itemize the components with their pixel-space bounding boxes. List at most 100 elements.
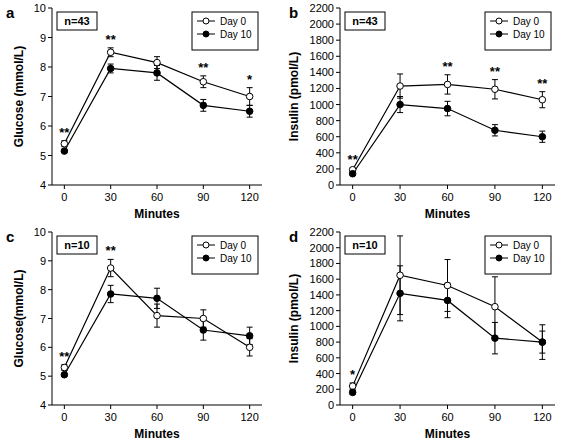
significance: ** (348, 152, 359, 167)
y-tick-label: 8 (40, 61, 46, 73)
data-point (200, 327, 207, 334)
n-box-frame (57, 12, 97, 30)
y-tick-label: 4 (40, 399, 46, 411)
error-cap (492, 276, 498, 277)
n-box: n=10 (57, 236, 97, 254)
y-tick (48, 126, 52, 127)
y-tick (336, 389, 340, 390)
y-tick-label: 6 (40, 120, 46, 132)
error-cap (445, 115, 451, 116)
legend-label: Day 10 (513, 253, 545, 264)
error-cap (108, 64, 114, 65)
data-point (397, 272, 404, 279)
error-cap (397, 73, 403, 74)
y-axis-label: Glucose(mmol/L) (12, 269, 26, 367)
error-bar (492, 322, 498, 353)
legend-label: Day 0 (513, 16, 540, 27)
y-tick-label: 1800 (310, 257, 334, 269)
panel: 456789100306090120MinutesGlucose(mmol/L)… (6, 226, 262, 441)
significance: ** (198, 60, 209, 75)
error-cap (397, 235, 403, 236)
panel-label: a (6, 4, 15, 21)
data-point (397, 83, 404, 90)
y-tick (48, 96, 52, 97)
error-cap (200, 309, 206, 310)
data-point (107, 65, 114, 72)
y-tick-label: 600 (316, 352, 334, 364)
error-cap (445, 94, 451, 95)
x-tick (203, 185, 204, 189)
n-box: n=43 (57, 12, 97, 30)
y-tick-label: 1800 (310, 34, 334, 46)
series-line (353, 84, 543, 169)
legend-label: Day 0 (513, 240, 540, 251)
error-cap (108, 276, 114, 277)
error-cap (539, 142, 545, 143)
data-point (444, 297, 451, 304)
data-point (349, 383, 356, 390)
x-tick-label: 90 (489, 411, 501, 423)
x-tick (249, 405, 250, 409)
significance: ** (442, 59, 453, 74)
y-tick-label: 10 (34, 226, 46, 238)
error-cap (200, 340, 206, 341)
legend-marker (496, 242, 502, 248)
error-bar (247, 105, 253, 117)
x-tick-label: 30 (105, 191, 117, 203)
error-cap (397, 112, 403, 113)
y-tick (48, 376, 52, 377)
y-tick (336, 247, 340, 248)
x-tick (110, 185, 111, 189)
error-bar (108, 285, 114, 302)
x-tick-label: 60 (151, 191, 163, 203)
y-tick-label: 2000 (310, 18, 334, 30)
error-cap (492, 353, 498, 354)
y-tick-label: 9 (40, 32, 46, 44)
significance: ** (106, 32, 117, 47)
error-cap (539, 131, 545, 132)
y-tick-label: 1000 (310, 320, 334, 332)
y-tick (336, 120, 340, 121)
legend-label: Day 10 (513, 29, 545, 40)
y-tick-label: 400 (316, 368, 334, 380)
error-bar (492, 125, 498, 136)
x-tick-label: 30 (394, 191, 406, 203)
y-tick (48, 289, 52, 290)
x-tick-label: 0 (350, 191, 356, 203)
error-bar (445, 283, 451, 318)
y-tick (336, 72, 340, 73)
x-tick (542, 405, 543, 409)
error-cap (108, 285, 114, 286)
data-point (246, 108, 253, 115)
y-tick-label: 7 (40, 91, 46, 103)
legend-label: Day 0 (220, 16, 247, 27)
error-cap (539, 107, 545, 108)
y-tick (336, 185, 340, 186)
error-bar (445, 260, 451, 312)
y-tick (336, 326, 340, 327)
y-tick (336, 342, 340, 343)
x-tick-label: 0 (61, 191, 67, 203)
panel: 0200400600800100012001400160018002000220… (287, 2, 555, 221)
data-point (107, 291, 114, 298)
y-tick (336, 8, 340, 9)
error-bar (200, 76, 206, 88)
y-tick (48, 260, 52, 261)
data-point (444, 81, 451, 88)
y-tick-label: 600 (316, 131, 334, 143)
data-point (539, 339, 546, 346)
y-tick-label: 1000 (310, 99, 334, 111)
error-bar (61, 141, 67, 147)
legend-frame (485, 12, 551, 50)
data-point (107, 265, 114, 272)
panel-label: b (289, 4, 298, 21)
y-tick (336, 263, 340, 264)
y-tick-label: 0 (328, 179, 334, 191)
legend: Day 0 Day 10 (485, 236, 551, 274)
x-tick-label: 60 (441, 411, 453, 423)
legend-label: Day 10 (220, 29, 252, 40)
data-point (154, 70, 161, 77)
x-tick (447, 405, 448, 409)
error-cap (108, 47, 114, 48)
error-cap (247, 87, 253, 88)
